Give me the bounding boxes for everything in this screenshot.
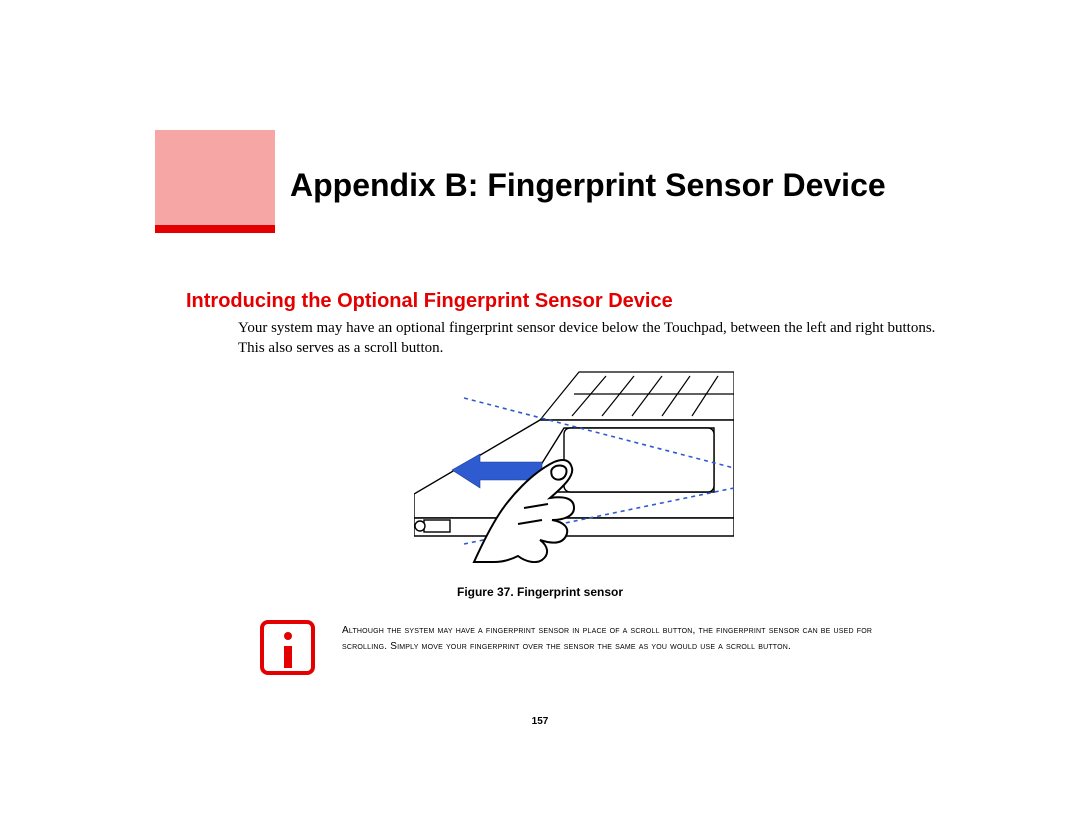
brand-underline — [155, 225, 275, 233]
section-body: Your system may have an optional fingerp… — [238, 318, 938, 359]
figure-caption: Figure 37. Fingerprint sensor — [0, 585, 1080, 599]
figure-illustration — [414, 368, 734, 563]
note-text: Although the system may have a fingerpri… — [342, 623, 917, 654]
section-heading: Introducing the Optional Fingerprint Sen… — [186, 290, 673, 313]
appendix-title: Appendix B: Fingerprint Sensor Device — [290, 167, 886, 204]
page-number: 157 — [0, 716, 1080, 727]
brand-square — [155, 130, 275, 225]
info-icon — [260, 620, 315, 675]
